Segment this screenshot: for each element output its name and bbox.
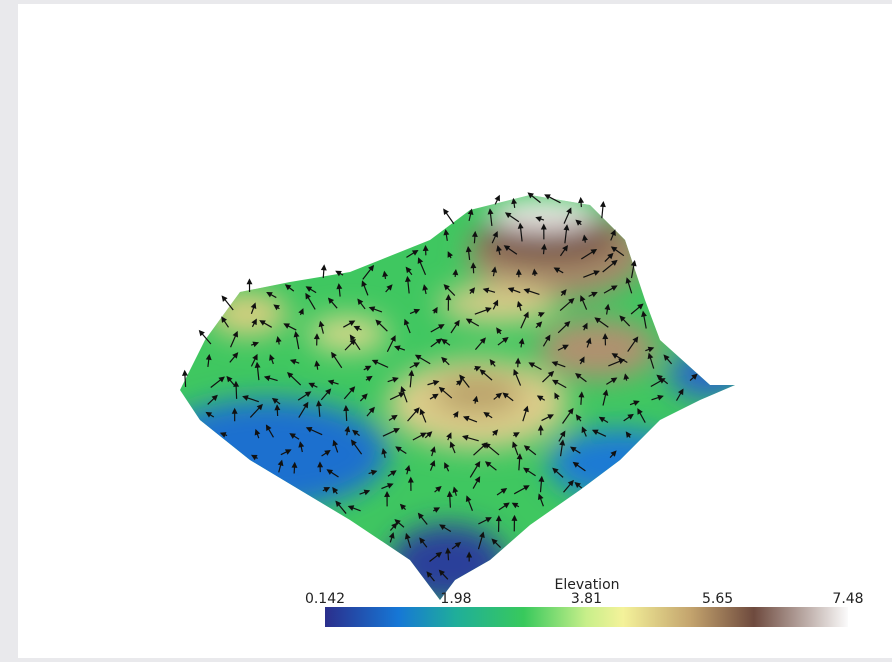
tick-label: 3.81: [571, 591, 602, 607]
tick-label: 7.48: [832, 591, 863, 607]
page: Elevation 0.1421.983.815.657.48 (() => {…: [0, 0, 892, 658]
arrow-head: [322, 266, 326, 270]
tick-label: 1.98: [440, 591, 471, 607]
arrow-head: [496, 196, 500, 200]
color-bar-ticks: 0.142 1.98 3.81 5.65 7.48: [305, 591, 864, 607]
elevation-surface: [148, 184, 768, 614]
arrow-head: [247, 280, 251, 284]
color-bar: [325, 607, 848, 627]
arrow-head: [601, 202, 605, 206]
arrow-head: [579, 198, 583, 202]
arrow-head: [632, 261, 636, 265]
tick-label: 0.142: [305, 591, 345, 607]
tick-label: 5.65: [702, 591, 733, 607]
arrow-head: [183, 371, 187, 375]
